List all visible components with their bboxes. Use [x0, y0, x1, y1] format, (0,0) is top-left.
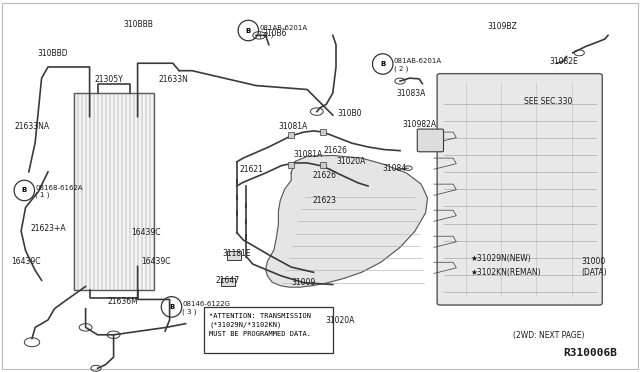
Text: 31020A: 31020A — [336, 157, 365, 166]
Text: 21623+A: 21623+A — [31, 224, 67, 233]
Text: 31000: 31000 — [581, 257, 605, 266]
Text: 21647: 21647 — [215, 276, 239, 285]
Text: 16439C: 16439C — [141, 257, 170, 266]
Text: 31083A: 31083A — [397, 89, 426, 98]
Text: 081AB-6201A
( 2 ): 081AB-6201A ( 2 ) — [394, 58, 442, 72]
Text: 21621: 21621 — [240, 165, 264, 174]
Bar — [74, 93, 154, 290]
Text: R310006B: R310006B — [564, 348, 618, 358]
Text: 21633NA: 21633NA — [14, 122, 49, 131]
Text: 08168-6162A
( 1 ): 08168-6162A ( 1 ) — [35, 185, 83, 198]
Text: *ATTENTION: TRANSMISSION
(*31029N/*3102KN)
MUST BE PROGRAMMED DATA.: *ATTENTION: TRANSMISSION (*31029N/*3102K… — [209, 313, 311, 337]
Text: 21623: 21623 — [312, 196, 337, 205]
Bar — [288, 132, 294, 138]
Text: 21626: 21626 — [312, 171, 337, 180]
Text: 21636M: 21636M — [108, 297, 138, 306]
Text: 31081A: 31081A — [293, 150, 323, 159]
Bar — [320, 162, 326, 168]
Text: 21633N: 21633N — [159, 76, 189, 84]
Bar — [74, 93, 154, 290]
Text: ★3102KN(REMAN): ★3102KN(REMAN) — [470, 268, 541, 277]
FancyBboxPatch shape — [437, 74, 602, 305]
Text: ★31029N(NEW): ★31029N(NEW) — [470, 254, 531, 263]
FancyBboxPatch shape — [417, 129, 444, 152]
Text: (2WD: NEXT PAGE): (2WD: NEXT PAGE) — [513, 331, 585, 340]
FancyBboxPatch shape — [204, 307, 333, 353]
Polygon shape — [266, 155, 428, 287]
Text: B: B — [246, 28, 251, 33]
Text: 310B6: 310B6 — [262, 29, 287, 38]
Text: (DATA): (DATA) — [581, 268, 607, 277]
Text: 16439C: 16439C — [131, 228, 161, 237]
Text: 31082E: 31082E — [549, 57, 578, 66]
Text: 31084: 31084 — [383, 164, 407, 173]
Bar — [320, 129, 326, 135]
Text: 16439C: 16439C — [12, 257, 41, 266]
Text: 21305Y: 21305Y — [95, 76, 124, 84]
Text: 081AB-6201A
( 2 ): 081AB-6201A ( 2 ) — [259, 25, 307, 38]
Text: 310BBD: 310BBD — [37, 49, 68, 58]
Text: 31009: 31009 — [291, 278, 316, 287]
Text: B: B — [380, 61, 385, 67]
Text: 31081A: 31081A — [278, 122, 308, 131]
Bar — [288, 162, 294, 168]
Text: 310B0: 310B0 — [337, 109, 362, 118]
Text: 310BBB: 310BBB — [124, 20, 154, 29]
Text: B: B — [169, 304, 174, 310]
Bar — [221, 278, 235, 286]
Bar — [227, 251, 241, 260]
Text: B: B — [22, 187, 27, 193]
Text: 310982A: 310982A — [402, 120, 436, 129]
Text: 21626: 21626 — [323, 146, 347, 155]
Text: 08146-6122G
( 3 ): 08146-6122G ( 3 ) — [182, 301, 230, 315]
Text: SEE SEC.330: SEE SEC.330 — [524, 97, 572, 106]
Text: 3109BZ: 3109BZ — [488, 22, 517, 31]
Text: 31020A: 31020A — [325, 316, 355, 325]
Text: 31181E: 31181E — [223, 249, 252, 258]
